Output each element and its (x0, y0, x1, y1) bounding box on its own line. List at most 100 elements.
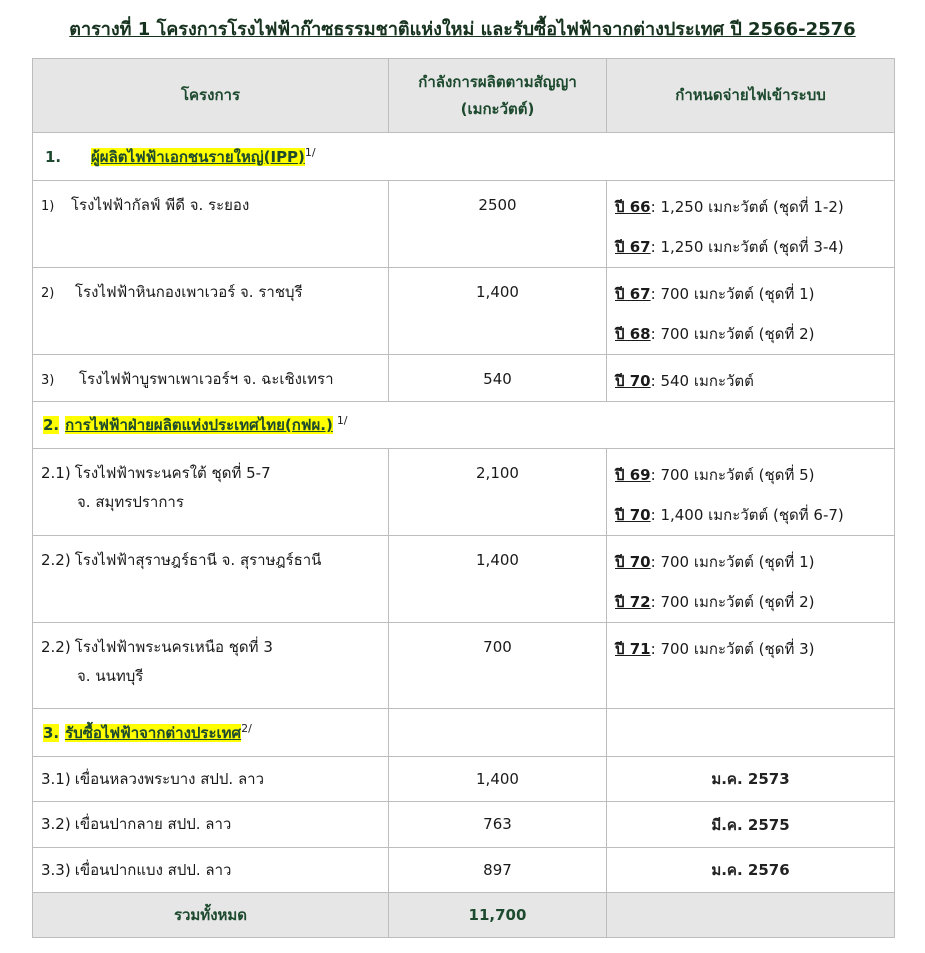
project-row: 3.3) เขื่อนปากแบง สปป. ลาว 897 ม.ค. 2576 (32, 847, 895, 893)
schedule-year: ปี 67 (615, 238, 651, 256)
project-name: จ. นนทบุรี (77, 667, 144, 685)
header-line: (เมกะวัตต์) (460, 99, 535, 118)
project-line: 2.1) โรงไฟฟ้าพระนครใต้ ชุดที่ 5-7 (41, 459, 380, 488)
schedule-year: ปี 72 (615, 593, 651, 611)
header-line: กำลังการผลิตตามสัญญา (418, 72, 577, 91)
schedule-detail: : 700 เมกะวัตต์ (ชุดที่ 5) (650, 466, 815, 484)
capacity-cell: 1,400 (388, 756, 607, 802)
schedule-year: ปี 68 (615, 325, 651, 343)
section-number: 2. (43, 416, 60, 434)
header-cell: โครงการ (32, 58, 389, 133)
schedule-line: ปี 68: 700 เมกะวัตต์ (ชุดที่ 2) (615, 314, 886, 354)
schedule-cell: ปี 69: 700 เมกะวัตต์ (ชุดที่ 5) ปี 70: 1,… (606, 448, 895, 536)
schedule-detail: : 700 เมกะวัตต์ (ชุดที่ 3) (650, 640, 815, 658)
project-name: จ. สมุทรปราการ (77, 493, 184, 511)
project-number: 2.2) (41, 638, 71, 656)
project-row: 2) โรงไฟฟ้าหินกองเพาเวอร์ จ. ราชบุรี 1,400… (32, 267, 895, 355)
project-line: 2) โรงไฟฟ้าหินกองเพาเวอร์ จ. ราชบุรี (41, 278, 380, 308)
schedule-line: ปี 67: 1,250 เมกะวัตต์ (ชุดที่ 3-4) (615, 227, 886, 267)
project-name: โรงไฟฟ้าหินกองเพาเวอร์ จ. ราชบุรี (75, 283, 303, 301)
project-cell: 2.1) โรงไฟฟ้าพระนครใต้ ชุดที่ 5-7 จ. สมุทร… (32, 448, 389, 536)
schedule-date: มี.ค. 2575 (606, 801, 895, 848)
project-cell: 3) โรงไฟฟ้าบูรพาเพาเวอร์ฯ จ. ฉะเชิงเทรา (32, 354, 389, 402)
project-name: เขื่อนหลวงพระบาง สปป. ลาว (74, 769, 264, 788)
project-line: 3.2) เขื่อนปากลาย สปป. ลาว (41, 810, 380, 839)
schedule-cell: ปี 70: 700 เมกะวัตต์ (ชุดที่ 1) ปี 72: 70… (606, 535, 895, 623)
title: ตารางที่ 1 โครงการโรงไฟฟ้าก๊าซธรรมชาติแห… (69, 19, 856, 40)
schedule-date: ม.ค. 2576 (606, 847, 895, 893)
capacity-cell: 2,100 (388, 448, 607, 536)
project-cell: 3.3) เขื่อนปากแบง สปป. ลาว (32, 847, 389, 893)
schedule-year: ปี 70 (615, 506, 651, 524)
section-row: 1. ผู้ผลิตไฟฟ้าเอกชนรายใหญ่(IPP)1/ (32, 132, 895, 181)
schedule-cell: ปี 70: 540 เมกะวัตต์ (606, 354, 895, 402)
schedule-year: ปี 71 (615, 640, 651, 658)
schedule-year: ปี 70 (615, 553, 651, 571)
project-cell: 2.2) โรงไฟฟ้าสุราษฎร์ธานี จ. สุราษฎร์ธานี (32, 535, 389, 623)
section-cell: 3. รับซื้อไฟฟ้าจากต่างประเทศ2/ (32, 708, 389, 757)
section-row: 3. รับซื้อไฟฟ้าจากต่างประเทศ2/ (32, 708, 895, 757)
project-line: 3) โรงไฟฟ้าบูรพาเพาเวอร์ฯ จ. ฉะเชิงเทรา (41, 365, 380, 395)
project-name: โรงไฟฟ้าพระนครเหนือ ชุดที่ 3 (74, 638, 273, 656)
schedule-detail: : 1,400 เมกะวัตต์ (ชุดที่ 6-7) (650, 506, 844, 524)
project-row: 2.2) โรงไฟฟ้าพระนครเหนือ ชุดที่ 3 จ. นนทบุ… (32, 622, 895, 709)
schedule-detail: : 700 เมกะวัตต์ (ชุดที่ 1) (650, 285, 815, 303)
project-line: 3.1) เขื่อนหลวงพระบาง สปป. ลาว (41, 765, 380, 794)
section-note: 1/ (336, 414, 348, 427)
schedule-line: ปี 70: 1,400 เมกะวัตต์ (ชุดที่ 6-7) (615, 495, 886, 535)
empty-cell (388, 708, 607, 757)
empty-cell (606, 708, 895, 757)
capacity-cell: 1,400 (388, 535, 607, 623)
section-row: 2. การไฟฟ้าฝ่ายผลิตแห่งประเทศไทย(กฟผ.) 1/ (32, 401, 895, 449)
capacity-cell: 2500 (388, 180, 607, 268)
schedule-year: ปี 66 (615, 198, 651, 216)
header-text: โครงการ (180, 86, 241, 104)
section-cell: 2. การไฟฟ้าฝ่ายผลิตแห่งประเทศไทย(กฟผ.) 1/ (32, 401, 895, 449)
project-cell: 1) โรงไฟฟ้ากัลฟ์ พีดี จ. ระยอง (32, 180, 389, 268)
project-number: 2.2) (41, 551, 71, 569)
project-line: 2.2) โรงไฟฟ้าพระนครเหนือ ชุดที่ 3 (41, 633, 380, 662)
capacity-cell: 897 (388, 847, 607, 893)
project-name: โรงไฟฟ้าสุราษฎร์ธานี จ. สุราษฎร์ธานี (74, 551, 322, 569)
capacity-cell: 763 (388, 801, 607, 848)
project-cell: 2) โรงไฟฟ้าหินกองเพาเวอร์ จ. ราชบุรี (32, 267, 389, 355)
section-note: 1/ (304, 145, 316, 159)
schedule-detail: : 700 เมกะวัตต์ (ชุดที่ 1) (650, 553, 815, 571)
schedule-line: ปี 69: 700 เมกะวัตต์ (ชุดที่ 5) (615, 455, 886, 495)
project-number: 3) (41, 373, 55, 388)
project-line: จ. สมุทรปราการ (41, 488, 380, 517)
project-name: เขื่อนปากแบง สปป. ลาว (74, 860, 232, 879)
section-number: 1. (45, 147, 62, 166)
header-cell: กำลังการผลิตตามสัญญา (เมกะวัตต์) (388, 58, 607, 133)
section-name: รับซื้อไฟฟ้าจากต่างประเทศ (65, 723, 242, 742)
schedule-detail: : 540 เมกะวัตต์ (650, 372, 754, 390)
schedule-line: ปี 71: 700 เมกะวัตต์ (ชุดที่ 3) (615, 629, 886, 669)
project-line: 2.2) โรงไฟฟ้าสุราษฎร์ธานี จ. สุราษฎร์ธานี (41, 546, 380, 575)
project-number: 3.1) (41, 769, 71, 788)
schedule-year: ปี 67 (615, 285, 651, 303)
capacity-cell: 1,400 (388, 267, 607, 355)
schedule-year: ปี 69 (615, 466, 651, 484)
schedule-line: ปี 67: 700 เมกะวัตต์ (ชุดที่ 1) (615, 274, 886, 314)
project-number: 1) (41, 199, 55, 214)
schedule-detail: : 700 เมกะวัตต์ (ชุดที่ 2) (650, 593, 815, 611)
project-number: 2.1) (41, 464, 71, 482)
project-cell: 3.1) เขื่อนหลวงพระบาง สปป. ลาว (32, 756, 389, 802)
schedule-line: ปี 70: 540 เมกะวัตต์ (615, 361, 886, 401)
empty-cell (606, 892, 895, 938)
schedule-detail: : 700 เมกะวัตต์ (ชุดที่ 2) (650, 325, 815, 343)
header-row: โครงการ กำลังการผลิตตามสัญญา (เมกะวัตต์) กำ… (32, 58, 895, 133)
capacity-cell: 540 (388, 354, 607, 402)
project-row: 3.1) เขื่อนหลวงพระบาง สปป. ลาว 1,400 ม.ค. 2… (32, 756, 895, 802)
project-name: โรงไฟฟ้าพระนครใต้ ชุดที่ 5-7 (74, 464, 271, 482)
section-cell: 1. ผู้ผลิตไฟฟ้าเอกชนรายใหญ่(IPP)1/ (32, 132, 895, 181)
header-text: กำหนดจ่ายไฟเข้าระบบ (675, 86, 826, 104)
schedule-cell: ปี 71: 700 เมกะวัตต์ (ชุดที่ 3) (606, 622, 895, 709)
project-cell: 3.2) เขื่อนปากลาย สปป. ลาว (32, 801, 389, 848)
schedule-detail: : 1,250 เมกะวัตต์ (ชุดที่ 3-4) (650, 238, 844, 256)
schedule-date: ม.ค. 2573 (606, 756, 895, 802)
header-cell: กำหนดจ่ายไฟเข้าระบบ (606, 58, 895, 133)
project-row: 2.2) โรงไฟฟ้าสุราษฎร์ธานี จ. สุราษฎร์ธานี… (32, 535, 895, 623)
project-row: 3.2) เขื่อนปากลาย สปป. ลาว 763 มี.ค. 2575 (32, 801, 895, 848)
